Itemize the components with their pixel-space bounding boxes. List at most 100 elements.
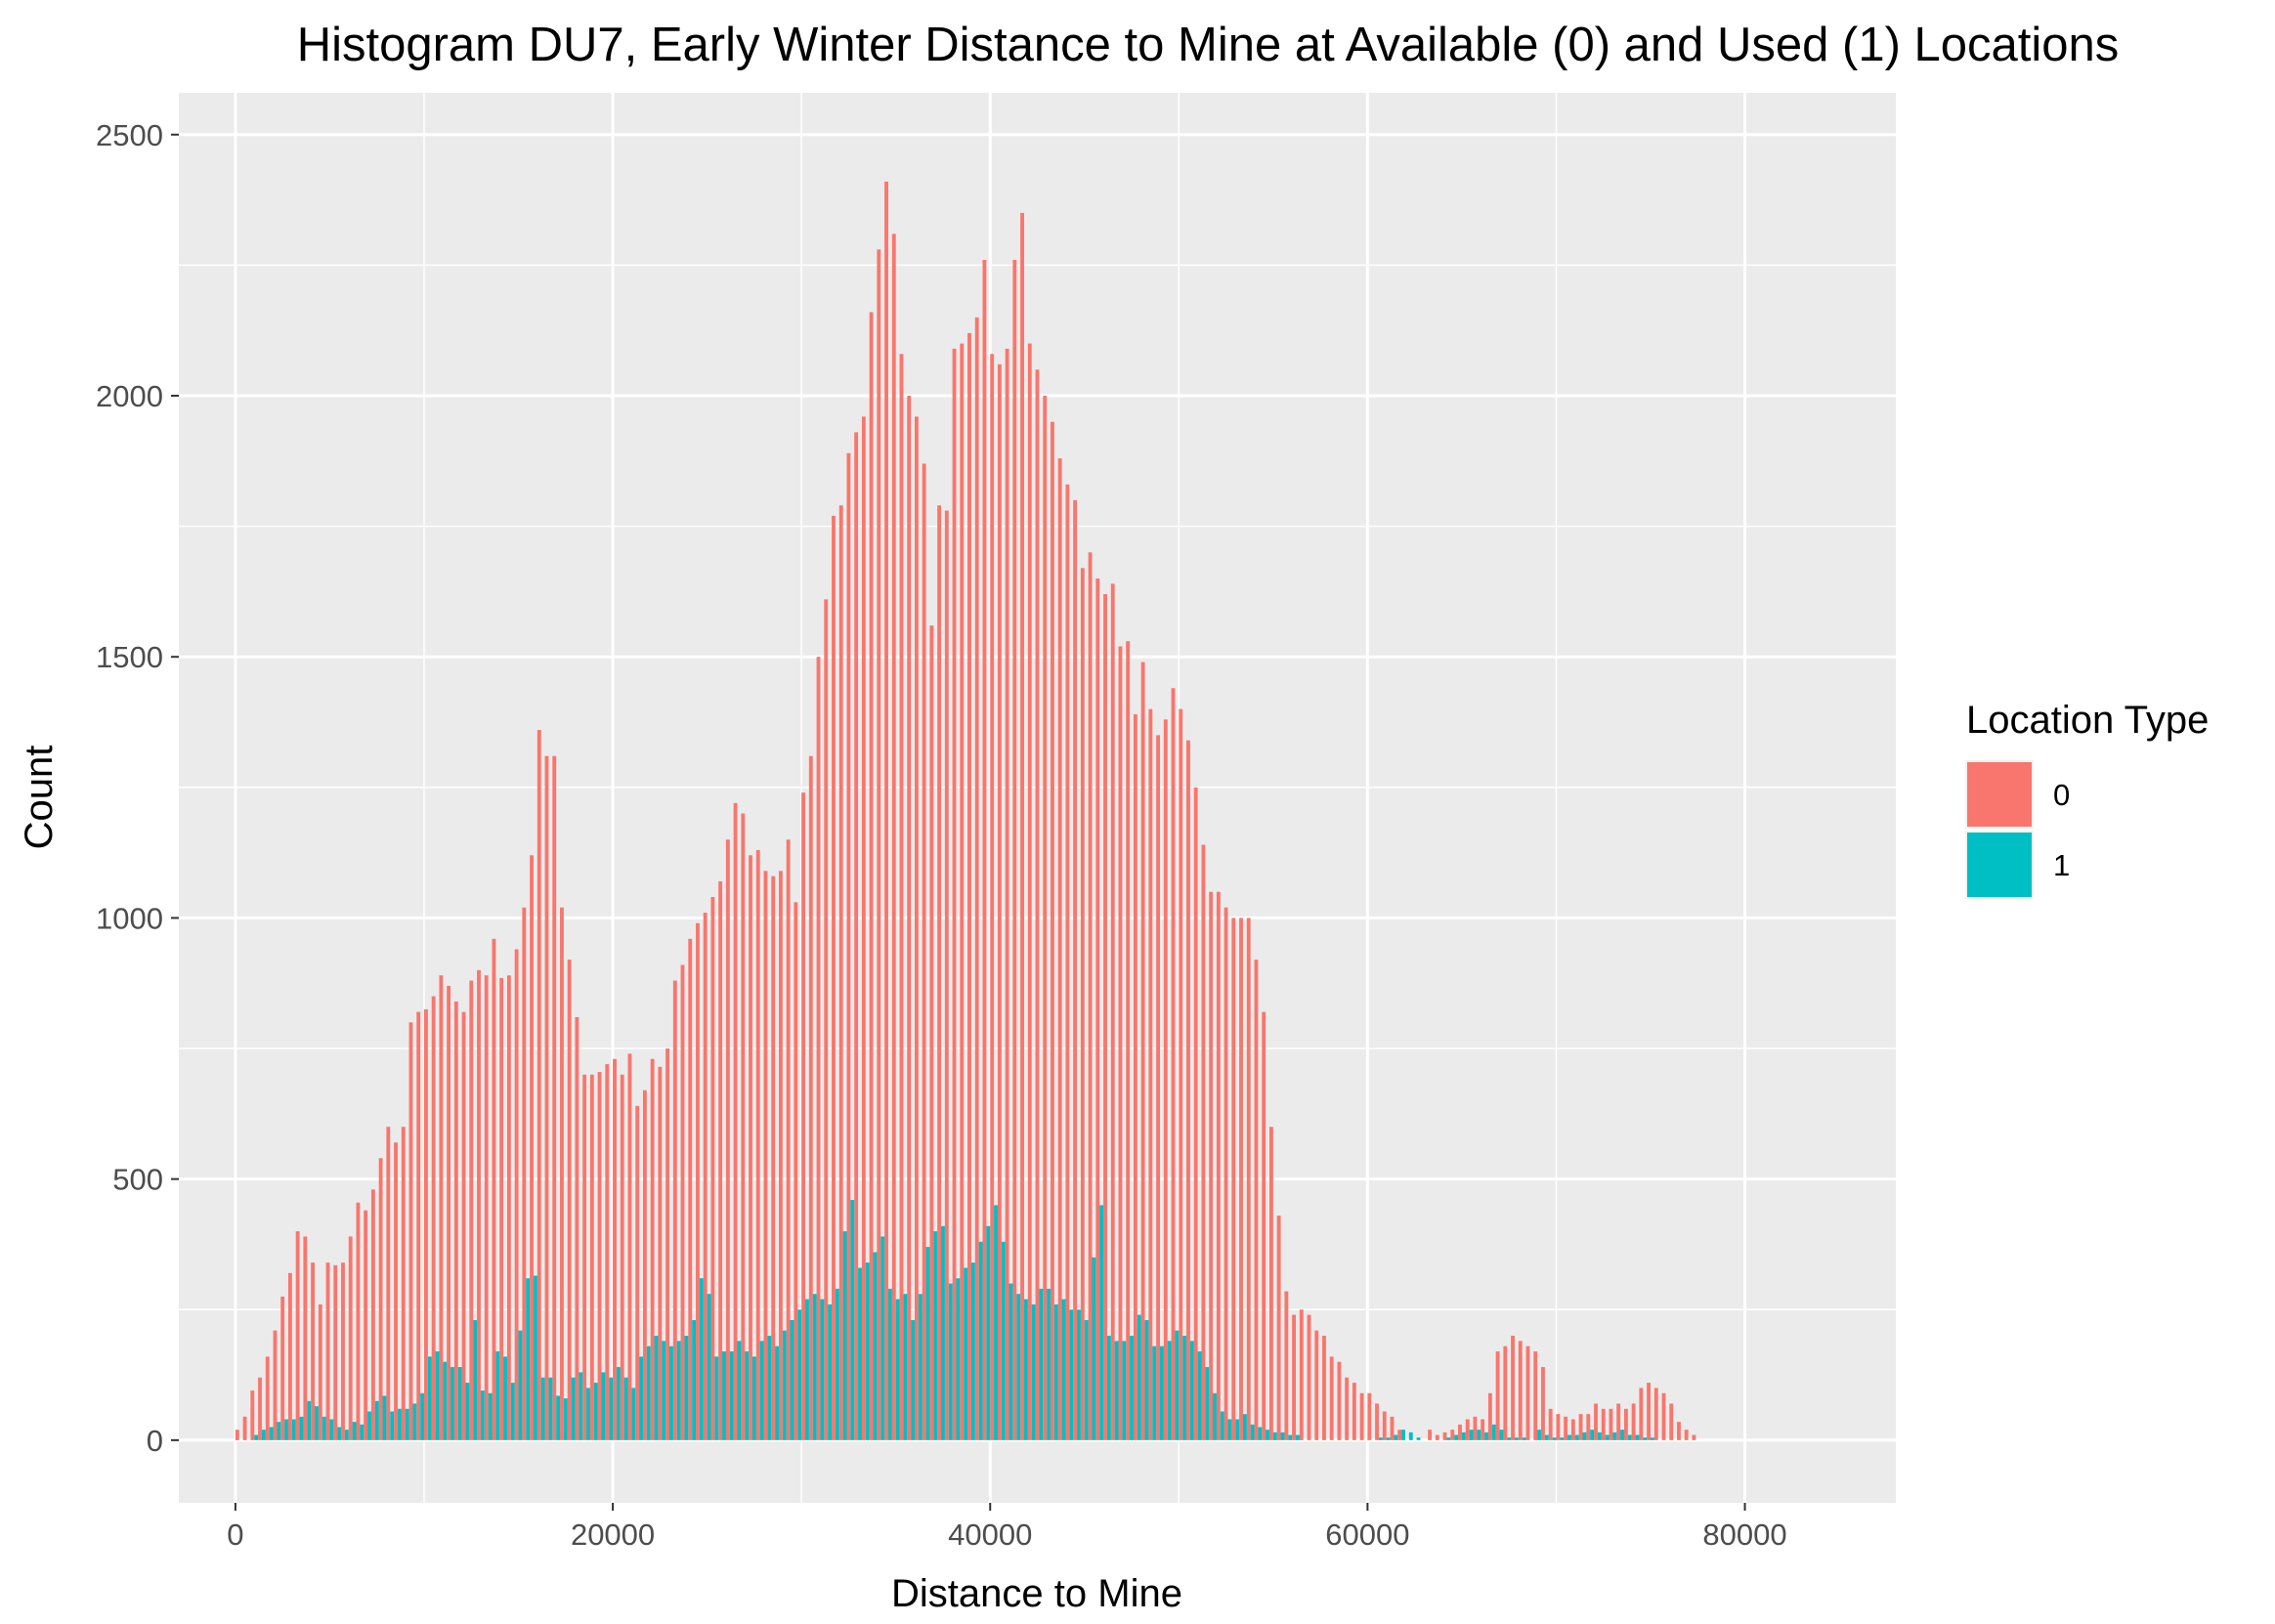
bar (1193, 787, 1198, 1440)
x-axis-title: Distance to Mine (891, 1572, 1182, 1615)
bar (790, 1319, 794, 1440)
bar (1484, 1432, 1488, 1440)
x-tick-label: 40000 (948, 1517, 1032, 1552)
bar (775, 1346, 779, 1440)
bar (1186, 740, 1190, 1440)
bar (915, 416, 919, 1440)
bar (646, 1346, 651, 1440)
bar (1280, 1432, 1285, 1440)
bar (1167, 1341, 1172, 1440)
bar (1220, 1411, 1224, 1440)
bar (623, 1377, 628, 1440)
bar (1375, 1403, 1379, 1440)
bar (424, 1008, 428, 1440)
bar (1272, 1432, 1277, 1440)
bar (662, 1341, 666, 1440)
bar (1590, 1430, 1595, 1440)
bar (1189, 1341, 1194, 1440)
bar (435, 1351, 440, 1440)
bar (1065, 484, 1070, 1440)
y-axis: 0 500 1000 1500 2000 2500 (96, 118, 179, 1458)
bar (499, 977, 504, 1440)
bar (273, 1330, 278, 1440)
bar (627, 1053, 632, 1440)
bar (899, 354, 904, 1440)
bar (1382, 1411, 1387, 1440)
bar (1106, 1335, 1111, 1440)
bar (1110, 583, 1115, 1440)
bar (1160, 1346, 1164, 1440)
bar (948, 1283, 953, 1440)
bar (1099, 1205, 1104, 1440)
bar (1544, 1434, 1549, 1440)
bar (315, 1406, 319, 1440)
legend-swatch-1 (1967, 833, 2032, 897)
bar (755, 849, 760, 1440)
bar (745, 1351, 750, 1440)
bar (725, 839, 730, 1440)
bar (374, 1400, 379, 1440)
bar (1597, 1432, 1602, 1440)
bar (443, 1361, 448, 1440)
bar (986, 1225, 991, 1440)
bar (589, 1074, 594, 1440)
bar (1005, 348, 1009, 1440)
bar (1126, 641, 1131, 1440)
bar (714, 1356, 719, 1440)
bar (1227, 1419, 1232, 1440)
bar (484, 975, 489, 1440)
bar (1567, 1434, 1571, 1440)
bar (933, 1231, 938, 1440)
bar (1574, 1434, 1579, 1440)
bar (858, 1267, 862, 1440)
bar (461, 1011, 466, 1440)
bar (453, 1001, 458, 1440)
bar (1570, 1419, 1575, 1440)
bar (1684, 1430, 1689, 1440)
bar (1051, 421, 1054, 1440)
bar (480, 1390, 485, 1440)
legend-swatch-0 (1967, 762, 2032, 827)
bar (1461, 1432, 1466, 1440)
bar (579, 1372, 583, 1440)
bar (751, 1356, 756, 1440)
bar (749, 855, 752, 1440)
bar (828, 1303, 833, 1440)
bar (1035, 369, 1040, 1440)
bar (1080, 568, 1085, 1440)
bar (1525, 1346, 1530, 1440)
bar (1069, 1309, 1074, 1440)
bar (620, 1074, 624, 1440)
bar (1367, 1392, 1372, 1440)
bar (733, 802, 738, 1440)
bar (416, 1011, 421, 1440)
series-0 (235, 181, 1696, 1440)
bar (1454, 1434, 1459, 1440)
bar (805, 1299, 809, 1440)
bar (718, 881, 723, 1440)
bar (518, 1330, 523, 1440)
bar (944, 510, 949, 1440)
bar (1201, 844, 1206, 1440)
bar (1378, 1437, 1383, 1440)
x-tick-label: 60000 (1325, 1517, 1409, 1552)
bar (1175, 1330, 1180, 1440)
bar (846, 452, 851, 1440)
bar (737, 1341, 742, 1440)
bar (1047, 1288, 1052, 1440)
bar (1605, 1434, 1610, 1440)
bar (1643, 1437, 1648, 1440)
bar (420, 1392, 424, 1440)
bar (1031, 1303, 1036, 1440)
bar (1179, 708, 1183, 1440)
bar (341, 1262, 345, 1440)
y-axis-title: Count (18, 746, 61, 850)
bar (1133, 713, 1138, 1440)
bar (1469, 1430, 1474, 1440)
bar (593, 1383, 598, 1440)
bar (1163, 719, 1168, 1440)
bar (1495, 1351, 1500, 1440)
bar (676, 1341, 681, 1440)
bar (1487, 1392, 1492, 1440)
bar (880, 1236, 885, 1440)
